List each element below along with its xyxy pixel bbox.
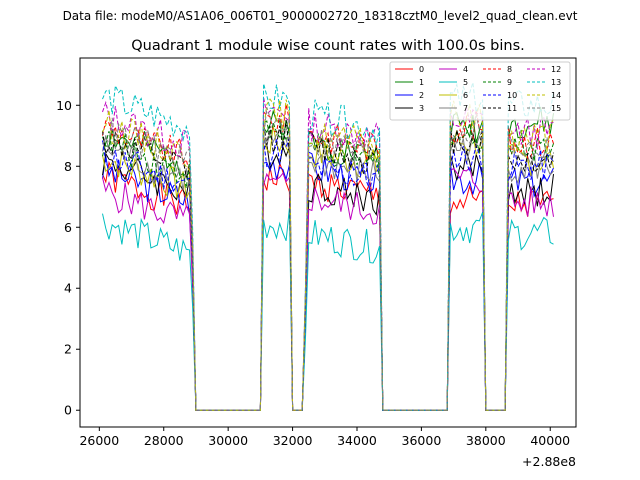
- legend-label: 2: [419, 91, 424, 100]
- x-tick-label: 32000: [273, 433, 313, 448]
- series-line-7: [102, 129, 554, 411]
- legend-label: 8: [507, 65, 512, 74]
- x-tick-label: 30000: [208, 433, 248, 448]
- y-axis: 0 2 4 6 8 10: [56, 98, 80, 418]
- series-line-5: [102, 208, 554, 411]
- series-line-12: [102, 97, 554, 411]
- series-line-0: [102, 160, 554, 411]
- series-line-6: [102, 125, 554, 411]
- suptitle: Data file: modeM0/AS1A06_006T01_90000027…: [63, 9, 578, 23]
- legend-label: 7: [463, 104, 468, 113]
- legend-label: 5: [463, 78, 468, 87]
- x-tick-label: 34000: [337, 433, 377, 448]
- plot-area: [102, 82, 554, 411]
- legend-label: 13: [551, 78, 561, 87]
- y-tick-label: 6: [64, 220, 72, 235]
- legend-label: 4: [463, 65, 468, 74]
- series-line-2: [102, 151, 554, 411]
- legend-label: 1: [419, 78, 424, 87]
- y-tick-label: 0: [64, 403, 72, 418]
- legend-label: 11: [507, 104, 517, 113]
- legend-label: 14: [551, 91, 561, 100]
- x-axis: 26000 28000 30000 32000 34000 36000 38000 40000: [79, 427, 570, 448]
- legend-label: 15: [551, 104, 561, 113]
- legend-label: 10: [507, 91, 517, 100]
- series-line-4: [102, 166, 554, 411]
- legend-frame: [389, 61, 571, 121]
- series-line-8: [102, 104, 554, 411]
- chart-title: Quadrant 1 module wise count rates with …: [131, 38, 525, 54]
- y-tick-label: 8: [64, 159, 72, 174]
- y-tick-label: 2: [64, 342, 72, 357]
- legend-label: 9: [507, 78, 512, 87]
- x-offset-label: +2.88e8: [522, 454, 576, 469]
- series-line-11: [102, 120, 554, 411]
- legend-label: 0: [419, 65, 424, 74]
- y-tick-label: 10: [56, 98, 72, 113]
- axes-frame: [79, 57, 577, 428]
- series-line-10: [102, 138, 554, 411]
- x-tick-label: 40000: [530, 433, 570, 448]
- x-tick-label: 28000: [144, 433, 184, 448]
- legend-label: 3: [419, 104, 424, 113]
- series-line-1: [102, 106, 554, 411]
- legend-label: 6: [463, 91, 468, 100]
- y-tick-label: 4: [64, 281, 72, 296]
- series-line-9: [102, 120, 554, 411]
- x-tick-label: 38000: [466, 433, 506, 448]
- series-line-15: [102, 107, 554, 411]
- x-tick-label: 36000: [402, 433, 442, 448]
- legend-label: 12: [551, 65, 561, 74]
- x-tick-label: 26000: [79, 433, 119, 448]
